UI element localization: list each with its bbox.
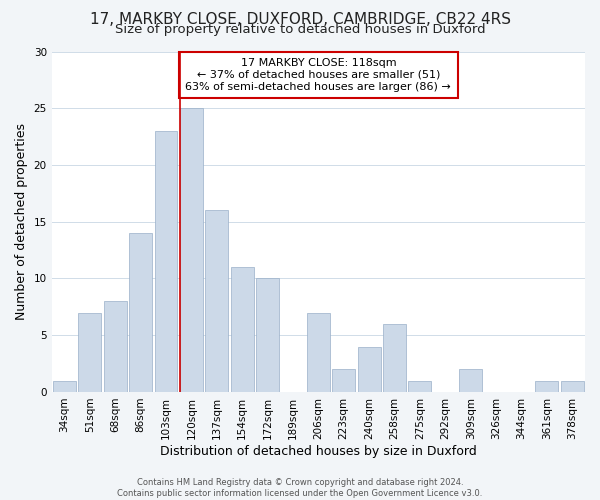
Bar [53, 380, 76, 392]
Bar [104, 301, 127, 392]
Text: 17 MARKBY CLOSE: 118sqm
← 37% of detached houses are smaller (51)
63% of semi-de: 17 MARKBY CLOSE: 118sqm ← 37% of detache… [185, 58, 451, 92]
Bar [79, 312, 101, 392]
Bar [409, 380, 431, 392]
Text: Contains HM Land Registry data © Crown copyright and database right 2024.
Contai: Contains HM Land Registry data © Crown c… [118, 478, 482, 498]
Y-axis label: Number of detached properties: Number of detached properties [15, 123, 28, 320]
Text: 17, MARKBY CLOSE, DUXFORD, CAMBRIDGE, CB22 4RS: 17, MARKBY CLOSE, DUXFORD, CAMBRIDGE, CB… [89, 12, 511, 28]
Bar [383, 324, 406, 392]
Bar [205, 210, 228, 392]
Text: Size of property relative to detached houses in Duxford: Size of property relative to detached ho… [115, 22, 485, 36]
Bar [180, 108, 203, 392]
Bar [332, 370, 355, 392]
Bar [535, 380, 559, 392]
Bar [561, 380, 584, 392]
X-axis label: Distribution of detached houses by size in Duxford: Distribution of detached houses by size … [160, 444, 477, 458]
Bar [256, 278, 279, 392]
Bar [129, 233, 152, 392]
Bar [155, 131, 178, 392]
Bar [358, 346, 380, 392]
Bar [307, 312, 330, 392]
Bar [231, 267, 254, 392]
Bar [459, 370, 482, 392]
